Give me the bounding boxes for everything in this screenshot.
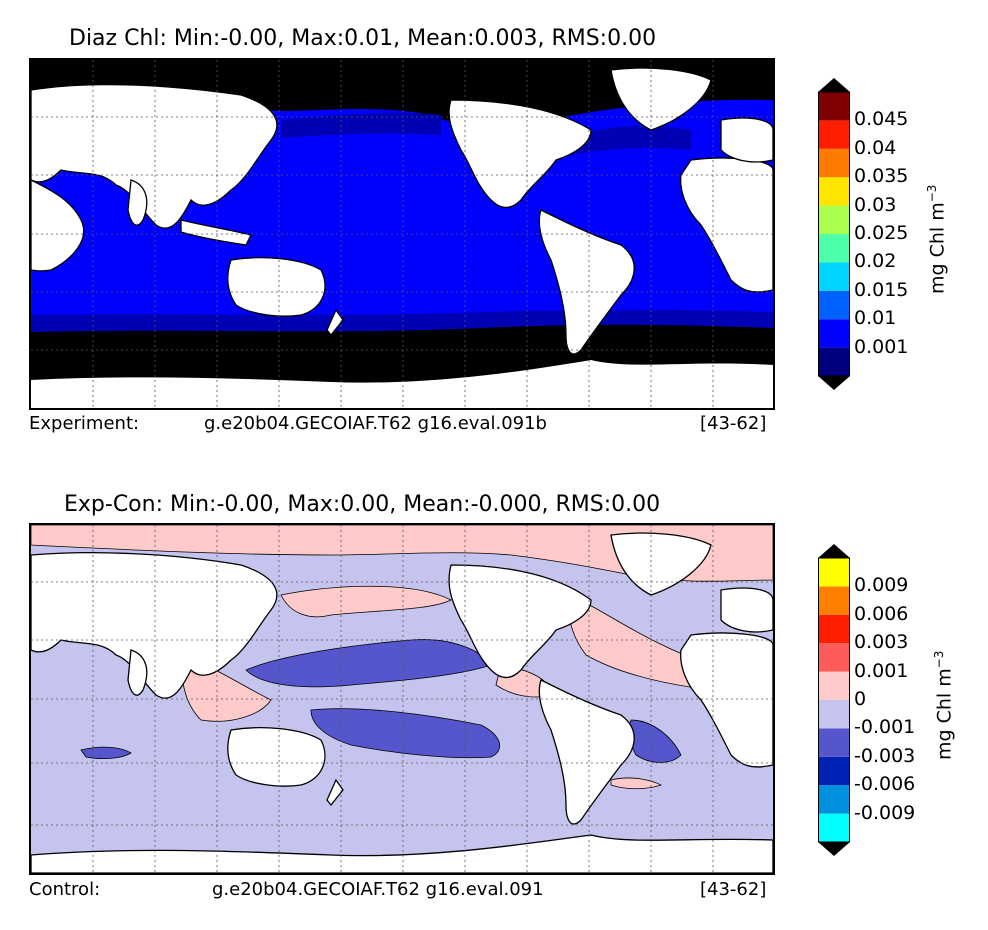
panel-1-map bbox=[29, 58, 775, 410]
colorbar-extend-min bbox=[818, 376, 850, 390]
panel-2-title: Exp-Con: Min:-0.00, Max:0.00, Mean:-0.00… bbox=[64, 492, 661, 517]
colorbar-segment bbox=[818, 205, 850, 234]
europe bbox=[720, 587, 773, 633]
colorbar-tick-label: 0.025 bbox=[854, 222, 909, 244]
south-america bbox=[538, 209, 635, 355]
indian-negative-patch bbox=[80, 746, 132, 760]
north-america bbox=[448, 564, 592, 679]
colorbar-tick-label: 0.003 bbox=[854, 631, 909, 654]
colorbar-segment bbox=[818, 813, 850, 842]
colorbar-segment bbox=[818, 234, 850, 263]
colorbar-segment bbox=[818, 148, 850, 178]
colorbar-tick-label: 0.035 bbox=[854, 165, 909, 188]
colorbar-tick-label: 0.02 bbox=[854, 250, 897, 273]
colorbar-tick-label: 0.01 bbox=[854, 307, 897, 330]
colorbar-graphic bbox=[818, 544, 850, 856]
colorbar-segment bbox=[818, 614, 850, 644]
panel-2-caption-label: Control: bbox=[29, 879, 101, 900]
colorbar-tick-label: 0.001 bbox=[854, 335, 909, 358]
colorbar-tick-label: 0.015 bbox=[854, 278, 909, 301]
colorbar-tick-label: 0.009 bbox=[854, 574, 909, 597]
colorbar-segment bbox=[818, 785, 850, 814]
north-pacific-mid-band bbox=[281, 112, 441, 138]
eurasia bbox=[31, 552, 278, 699]
colorbar-segment bbox=[818, 347, 850, 376]
colorbar-tick-label: 0.006 bbox=[854, 602, 909, 625]
panel-1-colorbar-unit: mg Chl m−3 bbox=[925, 184, 949, 294]
panel-2-caption-case: g.e20b04.GECOIAF.T62 g16.eval.091 bbox=[212, 879, 544, 900]
indonesia bbox=[180, 219, 252, 246]
eurasia bbox=[31, 83, 278, 229]
india bbox=[127, 649, 148, 696]
colorbar-extend-max bbox=[818, 78, 850, 92]
panel-2-colorbar-unit: mg Chl m−3 bbox=[932, 650, 956, 760]
panel-1-colorbar: 0.001 0.01 0.015 0.02 0.025 0.03 0.035 0.04 0.04… bbox=[818, 78, 908, 390]
colorbar-segment bbox=[818, 700, 850, 729]
antarctica bbox=[31, 834, 773, 873]
colorbar-segment bbox=[818, 290, 850, 320]
colorbar-tick-label: 0.001 bbox=[854, 659, 909, 682]
colorbar-tick-label: 0 bbox=[854, 688, 867, 710]
colorbar-frame bbox=[818, 557, 850, 843]
colorbar-segment bbox=[818, 671, 850, 700]
south-america bbox=[538, 679, 635, 825]
colorbar-segment bbox=[818, 319, 850, 348]
colorbar-segment bbox=[818, 177, 850, 206]
colorbar-tick-label: 0.04 bbox=[854, 136, 897, 159]
colorbar-frame bbox=[818, 91, 850, 377]
colorbar-tick-label: -0.001 bbox=[854, 716, 916, 739]
arctic-dark-band bbox=[31, 60, 773, 124]
europe bbox=[720, 117, 773, 163]
panel-2-colorbar: -0.009 -0.006 -0.003 -0.001 0 0.001 0.003 0.006… bbox=[818, 544, 915, 856]
colorbar-tick-label: 0.03 bbox=[854, 193, 897, 216]
colorbar-tick-label: -0.006 bbox=[854, 773, 916, 796]
colorbar-segment bbox=[818, 120, 850, 149]
africa-west bbox=[31, 179, 85, 272]
colorbar-tick-label: -0.009 bbox=[854, 801, 916, 824]
colorbar-segment bbox=[818, 728, 850, 757]
north-pacific-positive-patch bbox=[280, 585, 452, 618]
greenland bbox=[610, 532, 712, 596]
colorbar-segment bbox=[818, 558, 850, 587]
panel-2-caption-years: [43-62] bbox=[700, 879, 767, 900]
panel-1-caption-label: Experiment: bbox=[29, 413, 140, 434]
colorbar-segment bbox=[818, 586, 850, 615]
colorbar-segment bbox=[818, 262, 850, 291]
south-atlantic-positive-patch bbox=[610, 777, 663, 790]
colorbar-extend-max bbox=[818, 544, 850, 558]
panel-2-map bbox=[29, 523, 775, 875]
panel-1-caption-case: g.e20b04.GECOIAF.T62 g16.eval.091b bbox=[204, 413, 547, 434]
panel-1-caption-years: [43-62] bbox=[700, 413, 767, 434]
colorbar-extend-min bbox=[818, 842, 850, 856]
south-pacific-negative-patch bbox=[310, 708, 501, 759]
colorbar-segment bbox=[818, 756, 850, 786]
colorbar-segment bbox=[818, 92, 850, 121]
panel-1-title: Diaz Chl: Min:-0.00, Max:0.01, Mean:0.00… bbox=[69, 26, 657, 51]
australia bbox=[227, 257, 326, 317]
greenland bbox=[610, 67, 712, 131]
colorbar-tick-label: -0.003 bbox=[854, 744, 916, 767]
africa bbox=[680, 632, 773, 768]
colorbar-tick-label: 0.045 bbox=[854, 108, 909, 131]
colorbar-graphic bbox=[818, 78, 850, 390]
australia bbox=[227, 727, 326, 787]
arctic-positive-patch bbox=[31, 525, 773, 582]
colorbar-segment bbox=[818, 643, 850, 672]
north-america bbox=[448, 99, 592, 209]
antarctica bbox=[31, 360, 773, 408]
india bbox=[127, 179, 148, 226]
